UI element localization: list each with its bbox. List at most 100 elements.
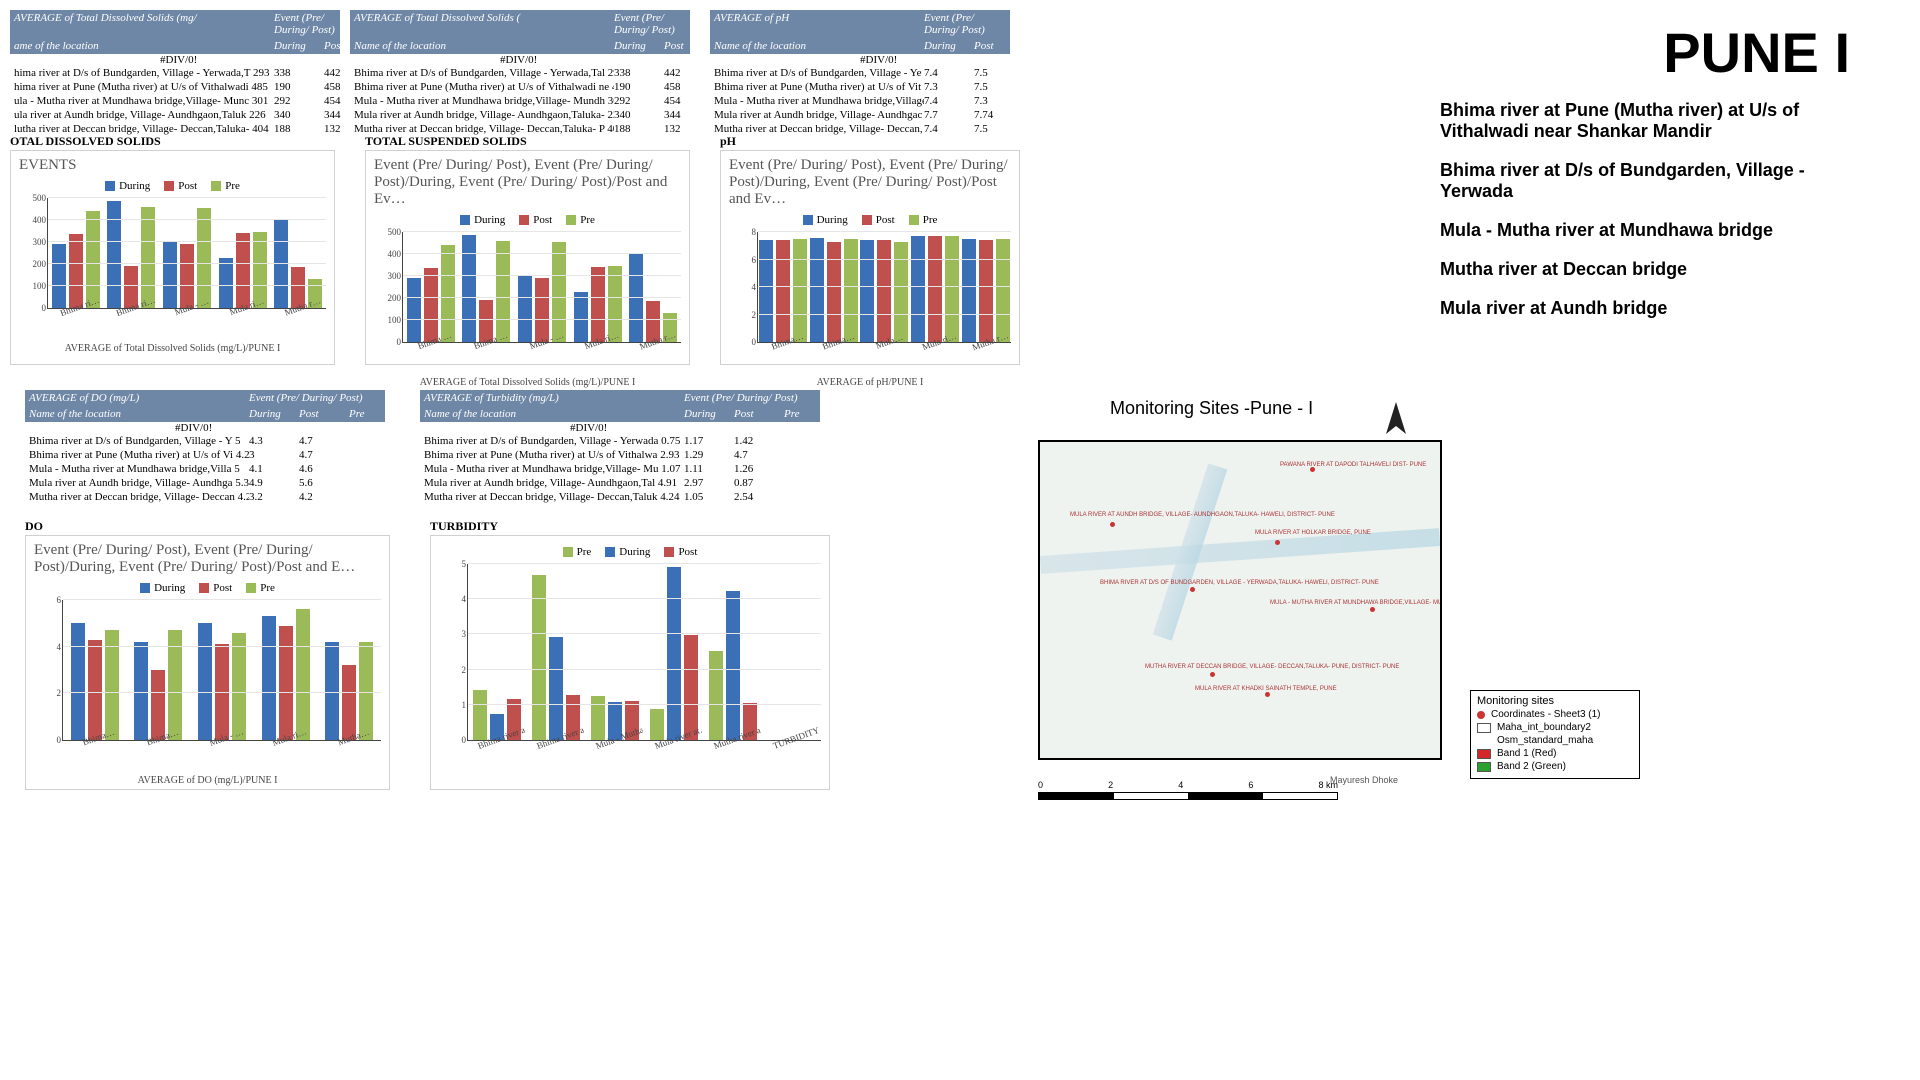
bar	[342, 665, 356, 740]
bar	[793, 239, 807, 342]
bar	[262, 616, 276, 740]
map-attribution: Mayuresh Dhoke	[1330, 775, 1398, 785]
bar	[279, 626, 293, 740]
bar	[198, 623, 212, 740]
pivot-tss: AVERAGE of Total Dissolved Solids (Event…	[350, 10, 690, 136]
chart-label: TURBIDITY	[430, 519, 498, 534]
table-row: hima river at D/s of Bundgarden, Village…	[10, 66, 340, 80]
map-point	[1190, 587, 1195, 592]
bar	[650, 709, 664, 740]
table-row: Mula river at Aundh bridge, Village- Aun…	[350, 108, 690, 122]
table-row: Mula - Mutha river at Mundhawa bridge,Vi…	[350, 94, 690, 108]
bar	[532, 575, 546, 740]
pivot-do: AVERAGE of DO (mg/L)Event (Pre/ During/ …	[25, 390, 385, 504]
bar	[894, 242, 908, 342]
legend-title: Monitoring sites	[1477, 695, 1633, 707]
table-row: Bhima river at D/s of Bundgarden, Villag…	[710, 66, 1010, 80]
bar	[163, 242, 177, 308]
map-label: PAWANA RIVER AT DAPODI TALHAVELI DIST- P…	[1280, 462, 1426, 468]
table-row: Bhima river at D/s of Bundgarden, Villag…	[25, 434, 385, 448]
bar	[860, 240, 874, 342]
map-legend: Monitoring sites Coordinates - Sheet3 (1…	[1470, 690, 1640, 779]
map-label: MULA RIVER AT HOLKAR BRIDGE, PUNE	[1255, 530, 1371, 536]
table-row: Mutha river at Deccan bridge, Village- D…	[420, 490, 820, 504]
chart-turb: PreDuringPost012345Bhima river a…Bhima r…	[430, 535, 830, 790]
map-point	[1110, 522, 1115, 527]
bar	[945, 236, 959, 342]
map-label: MULA RIVER AT AUNDH BRIDGE, VILLAGE- AUN…	[1070, 512, 1335, 518]
bar	[296, 609, 310, 740]
bar	[844, 239, 858, 342]
table-row: Mula - Mutha river at Mundhawa bridge,Vi…	[710, 94, 1010, 108]
legend-item: Coordinates - Sheet3 (1)	[1477, 709, 1633, 720]
legend-item: Maha_int_boundary2	[1477, 722, 1633, 733]
pivot-tds1: AVERAGE of Total Dissolved Solids (mg/Ev…	[10, 10, 340, 136]
bar	[574, 292, 588, 342]
bar	[496, 241, 510, 342]
bar	[232, 633, 246, 740]
scale-bar: 02468 km	[1038, 780, 1338, 800]
bar	[726, 591, 740, 740]
bar	[776, 240, 790, 342]
site-item: Mula river at Aundh bridge	[1440, 298, 1860, 319]
bar	[424, 268, 438, 342]
bar	[877, 240, 891, 342]
chart-label: DO	[25, 519, 43, 534]
bar	[552, 242, 566, 342]
bar	[535, 278, 549, 342]
bar	[549, 637, 563, 740]
bar	[667, 567, 681, 740]
map-point	[1265, 692, 1270, 697]
bar	[105, 630, 119, 740]
map-label: MULA - MUTHA RIVER AT MUNDHAWA BRIDGE,VI…	[1270, 600, 1442, 606]
site-item: Mutha river at Deccan bridge	[1440, 259, 1860, 280]
bar	[759, 240, 773, 342]
page-title: PUNE I	[1663, 20, 1850, 85]
bar	[107, 201, 121, 308]
legend-item: Band 1 (Red)	[1477, 748, 1633, 759]
bar	[810, 238, 824, 343]
bar	[197, 208, 211, 308]
bar	[709, 651, 723, 740]
bar	[979, 240, 993, 342]
site-item: Bhima river at Pune (Mutha river) at U/s…	[1440, 100, 1860, 142]
bar	[911, 236, 925, 342]
bar	[928, 236, 942, 342]
chart-tds: EVENTSDuringPostPre0100200300400500Bhima…	[10, 150, 335, 365]
bar	[71, 623, 85, 740]
map-label: BHIMA RIVER AT D/S OF BUNDGARDEN, VILLAG…	[1100, 580, 1379, 586]
table-row: Bhima river at Pune (Mutha river) at U/s…	[25, 448, 385, 462]
bar	[168, 630, 182, 740]
pivot-ph: AVERAGE of pHEvent (Pre/ During/ Post)Na…	[710, 10, 1010, 136]
bar	[219, 258, 233, 308]
chart-tss: Event (Pre/ During/ Post), Event (Pre/ D…	[365, 150, 690, 365]
table-row: Mula river at Aundh bridge, Village- Aun…	[710, 108, 1010, 122]
chart-ph: Event (Pre/ During/ Post), Event (Pre/ D…	[720, 150, 1020, 365]
bar	[827, 242, 841, 342]
map-title: Monitoring Sites -Pune - I	[1110, 398, 1313, 419]
map-point	[1210, 672, 1215, 677]
table-row: Mutha river at Deccan bridge, Village- D…	[710, 122, 1010, 136]
site-item: Bhima river at D/s of Bundgarden, Villag…	[1440, 160, 1860, 202]
table-row: Mula river at Aundh bridge, Village- Aun…	[420, 476, 820, 490]
bar	[591, 267, 605, 342]
bar	[52, 244, 66, 308]
table-row: Bhima river at Pune (Mutha river) at U/s…	[420, 448, 820, 462]
bar	[591, 696, 605, 740]
legend-item: Osm_standard_maha	[1477, 735, 1633, 746]
bar	[236, 233, 250, 308]
bar	[69, 234, 83, 308]
bar	[141, 207, 155, 308]
bar	[407, 278, 421, 342]
site-list: Bhima river at Pune (Mutha river) at U/s…	[1440, 100, 1860, 337]
bar	[151, 670, 165, 740]
table-row: Bhima river at Pune (Mutha river) at U/s…	[350, 80, 690, 94]
chart-label: OTAL DISSOLVED SOLIDS	[10, 134, 161, 149]
map-point	[1370, 607, 1375, 612]
table-row: hima river at Pune (Mutha river) at U/s …	[10, 80, 340, 94]
map-label: MUTHA RIVER AT DECCAN BRIDGE, VILLAGE- D…	[1145, 664, 1399, 670]
site-item: Mula - Mutha river at Mundhawa bridge	[1440, 220, 1860, 241]
pivot-turb: AVERAGE of Turbidity (mg/L)Event (Pre/ D…	[420, 390, 820, 504]
bar	[684, 635, 698, 740]
map-label: MULA RIVER AT KHADKI SAINATH TEMPLE, PUN…	[1195, 686, 1337, 692]
